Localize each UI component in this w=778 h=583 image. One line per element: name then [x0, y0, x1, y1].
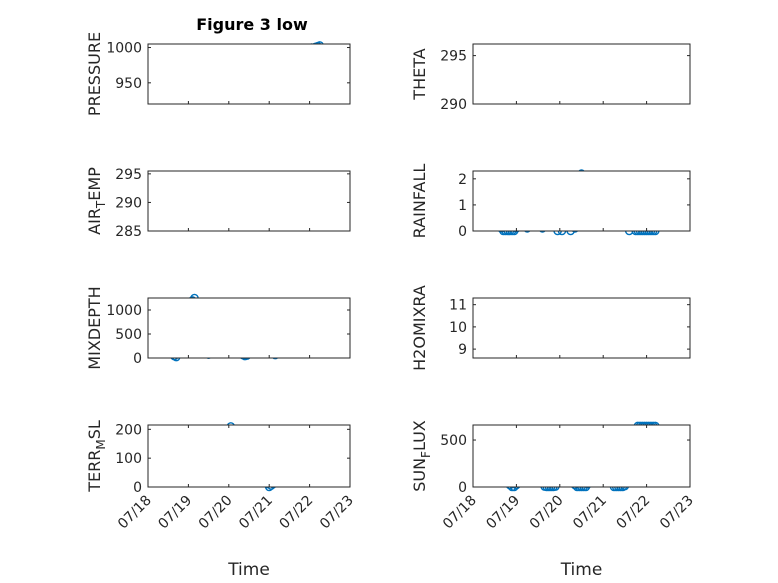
x-axis-label: Time	[560, 560, 603, 580]
y-tick-label: 500	[115, 327, 142, 343]
y-tick-label: 500	[440, 433, 467, 449]
x-tick-label: 07/18	[115, 493, 155, 533]
figure-title: Figure 3 low	[196, 15, 308, 34]
x-tick-label: 07/20	[527, 493, 567, 533]
x-tick-label: 07/21	[570, 493, 610, 533]
axes-box	[472, 424, 691, 488]
y-tick-label: 0	[133, 351, 142, 367]
y-tick-label: 285	[115, 224, 142, 240]
x-tick-label: 07/23	[657, 493, 697, 533]
y-tick-label: 200	[115, 422, 142, 438]
y-tick-label: 295	[440, 49, 467, 65]
subplot-2: 290 295 THETA	[410, 43, 691, 113]
y-axis-label: THETA	[410, 48, 429, 100]
y-tick-label: 1	[458, 198, 467, 214]
subplot-7: 0 100 200 07/18 07/19 07/20 07/21 07/22 07/23 Tim…	[85, 420, 357, 580]
y-tick-label: 0	[458, 480, 467, 496]
x-tick-label: 07/23	[317, 493, 357, 533]
subplot-6: 9 10 11 H2OMIXRA	[410, 285, 691, 371]
axes-box	[147, 424, 351, 488]
subplot-3: 285 290 295 AIRTEMP	[85, 167, 351, 240]
y-axis-label: PRESSURE	[85, 32, 104, 116]
x-axis-label: Time	[227, 560, 270, 580]
x-tick-label: 07/22	[614, 493, 654, 533]
y-axis-label: TERRMSL	[85, 420, 108, 493]
x-tick-label: 07/18	[440, 493, 480, 533]
axes-box	[472, 170, 691, 232]
axes-box	[147, 297, 351, 359]
y-axis-label: MIXDEPTH	[85, 286, 104, 369]
y-tick-label: 295	[115, 167, 142, 183]
axes-box	[147, 170, 351, 232]
y-axis-label: SUNFLUX	[410, 420, 433, 492]
x-tick-label: 07/21	[236, 493, 276, 533]
y-tick-label: 9	[458, 342, 467, 358]
y-tick-label: 950	[115, 76, 142, 92]
y-tick-label: 2	[458, 172, 467, 188]
axes-box	[147, 43, 351, 105]
y-tick-label: 100	[115, 451, 142, 467]
subplot-8: 0 500 07/18 07/19 07/20 07/21 07/22 07/23 Time SU…	[410, 420, 697, 580]
y-tick-label: 11	[449, 298, 467, 314]
axes-box	[472, 43, 691, 105]
y-tick-label: 290	[440, 97, 467, 113]
y-axis-label: AIRTEMP	[85, 167, 108, 235]
x-tick-label: 07/20	[196, 493, 236, 533]
y-tick-label: 1000	[106, 303, 142, 319]
y-tick-label: 0	[133, 480, 142, 496]
y-tick-label: 0	[458, 224, 467, 240]
axes-box	[472, 297, 691, 359]
x-tick-label: 07/19	[483, 493, 523, 533]
y-axis-label: RAINFALL	[410, 164, 429, 239]
y-tick-label: 1000	[106, 41, 142, 57]
y-axis-label: H2OMIXRA	[410, 285, 429, 371]
x-tick-label: 07/19	[155, 493, 195, 533]
x-tick-label: 07/22	[277, 493, 317, 533]
y-tick-label: 290	[115, 195, 142, 211]
y-tick-label: 10	[449, 320, 467, 336]
subplot-4: 0 1 2 RAINFALL	[410, 164, 691, 240]
